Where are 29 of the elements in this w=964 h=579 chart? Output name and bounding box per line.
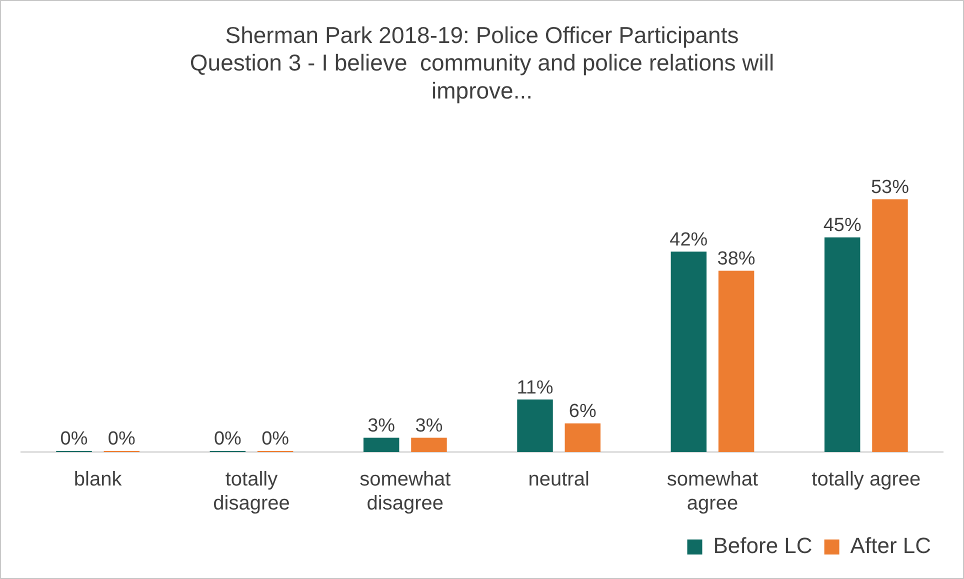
x-tick-label: neutral xyxy=(528,468,590,491)
bar xyxy=(872,199,908,452)
legend-label: After LC xyxy=(850,533,932,558)
x-tick-label: somewhat disagree xyxy=(360,468,452,515)
data-label: 0% xyxy=(262,428,290,450)
x-tick-label: somewhat agree xyxy=(666,468,759,515)
data-label: 6% xyxy=(568,401,596,422)
data-label: 0% xyxy=(60,428,88,450)
bar xyxy=(411,438,447,452)
data-label: 3% xyxy=(415,415,443,436)
x-tick-label: totally agree xyxy=(812,468,921,491)
bar xyxy=(564,423,601,452)
x-tick-label: totally disagree xyxy=(213,468,290,515)
data-label: 0% xyxy=(108,428,136,450)
data-label: 38% xyxy=(717,248,756,270)
chart-title: Sherman Park 2018-19: Police Officer Participants Question 3 - I believe community and police relations will improve... xyxy=(190,22,774,104)
bar xyxy=(363,438,400,452)
data-label: 3% xyxy=(368,415,396,436)
legend-label: Before LC xyxy=(713,533,812,558)
x-tick-label: blank xyxy=(74,468,123,491)
data-label: 0% xyxy=(214,428,242,450)
data-label: 42% xyxy=(670,229,708,250)
data-label: 53% xyxy=(870,176,910,198)
bar xyxy=(517,400,553,452)
bar xyxy=(670,252,707,452)
data-label: 11% xyxy=(516,377,554,398)
data-label: 45% xyxy=(823,215,862,236)
bar xyxy=(824,237,860,452)
bar xyxy=(718,270,754,452)
